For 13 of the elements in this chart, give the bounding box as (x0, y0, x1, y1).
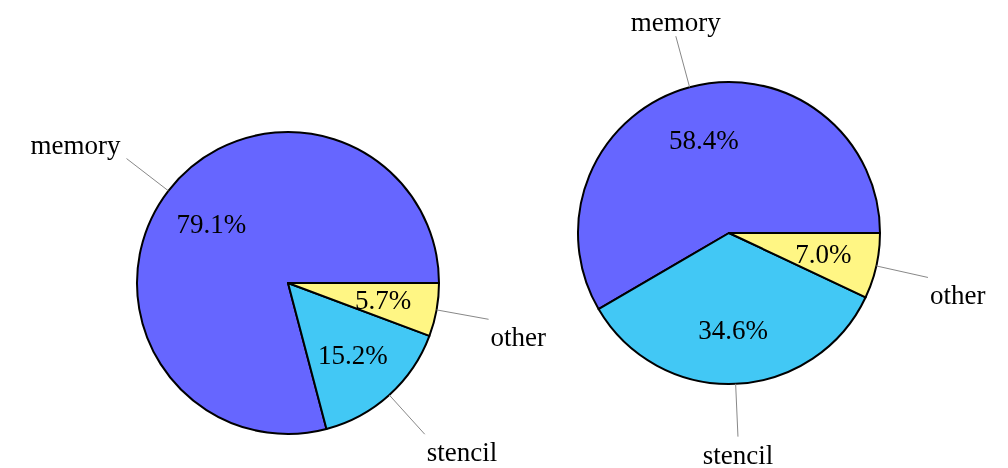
data-label: 5.7% (354, 285, 412, 316)
slice-label: stencil (426, 437, 498, 468)
data-label: 7.0% (795, 239, 852, 270)
data-label: 34.6% (698, 314, 769, 345)
data-label: 15.2% (317, 339, 388, 370)
pie-slice (136, 131, 440, 435)
data-label: 58.4% (668, 124, 739, 155)
slice-label: memory (630, 7, 722, 38)
slice-label: other (490, 322, 547, 353)
slice-label: other (929, 280, 986, 311)
slice-label: stencil (702, 439, 774, 468)
slice-label: memory (30, 129, 122, 160)
data-label: 79.1% (176, 209, 247, 240)
